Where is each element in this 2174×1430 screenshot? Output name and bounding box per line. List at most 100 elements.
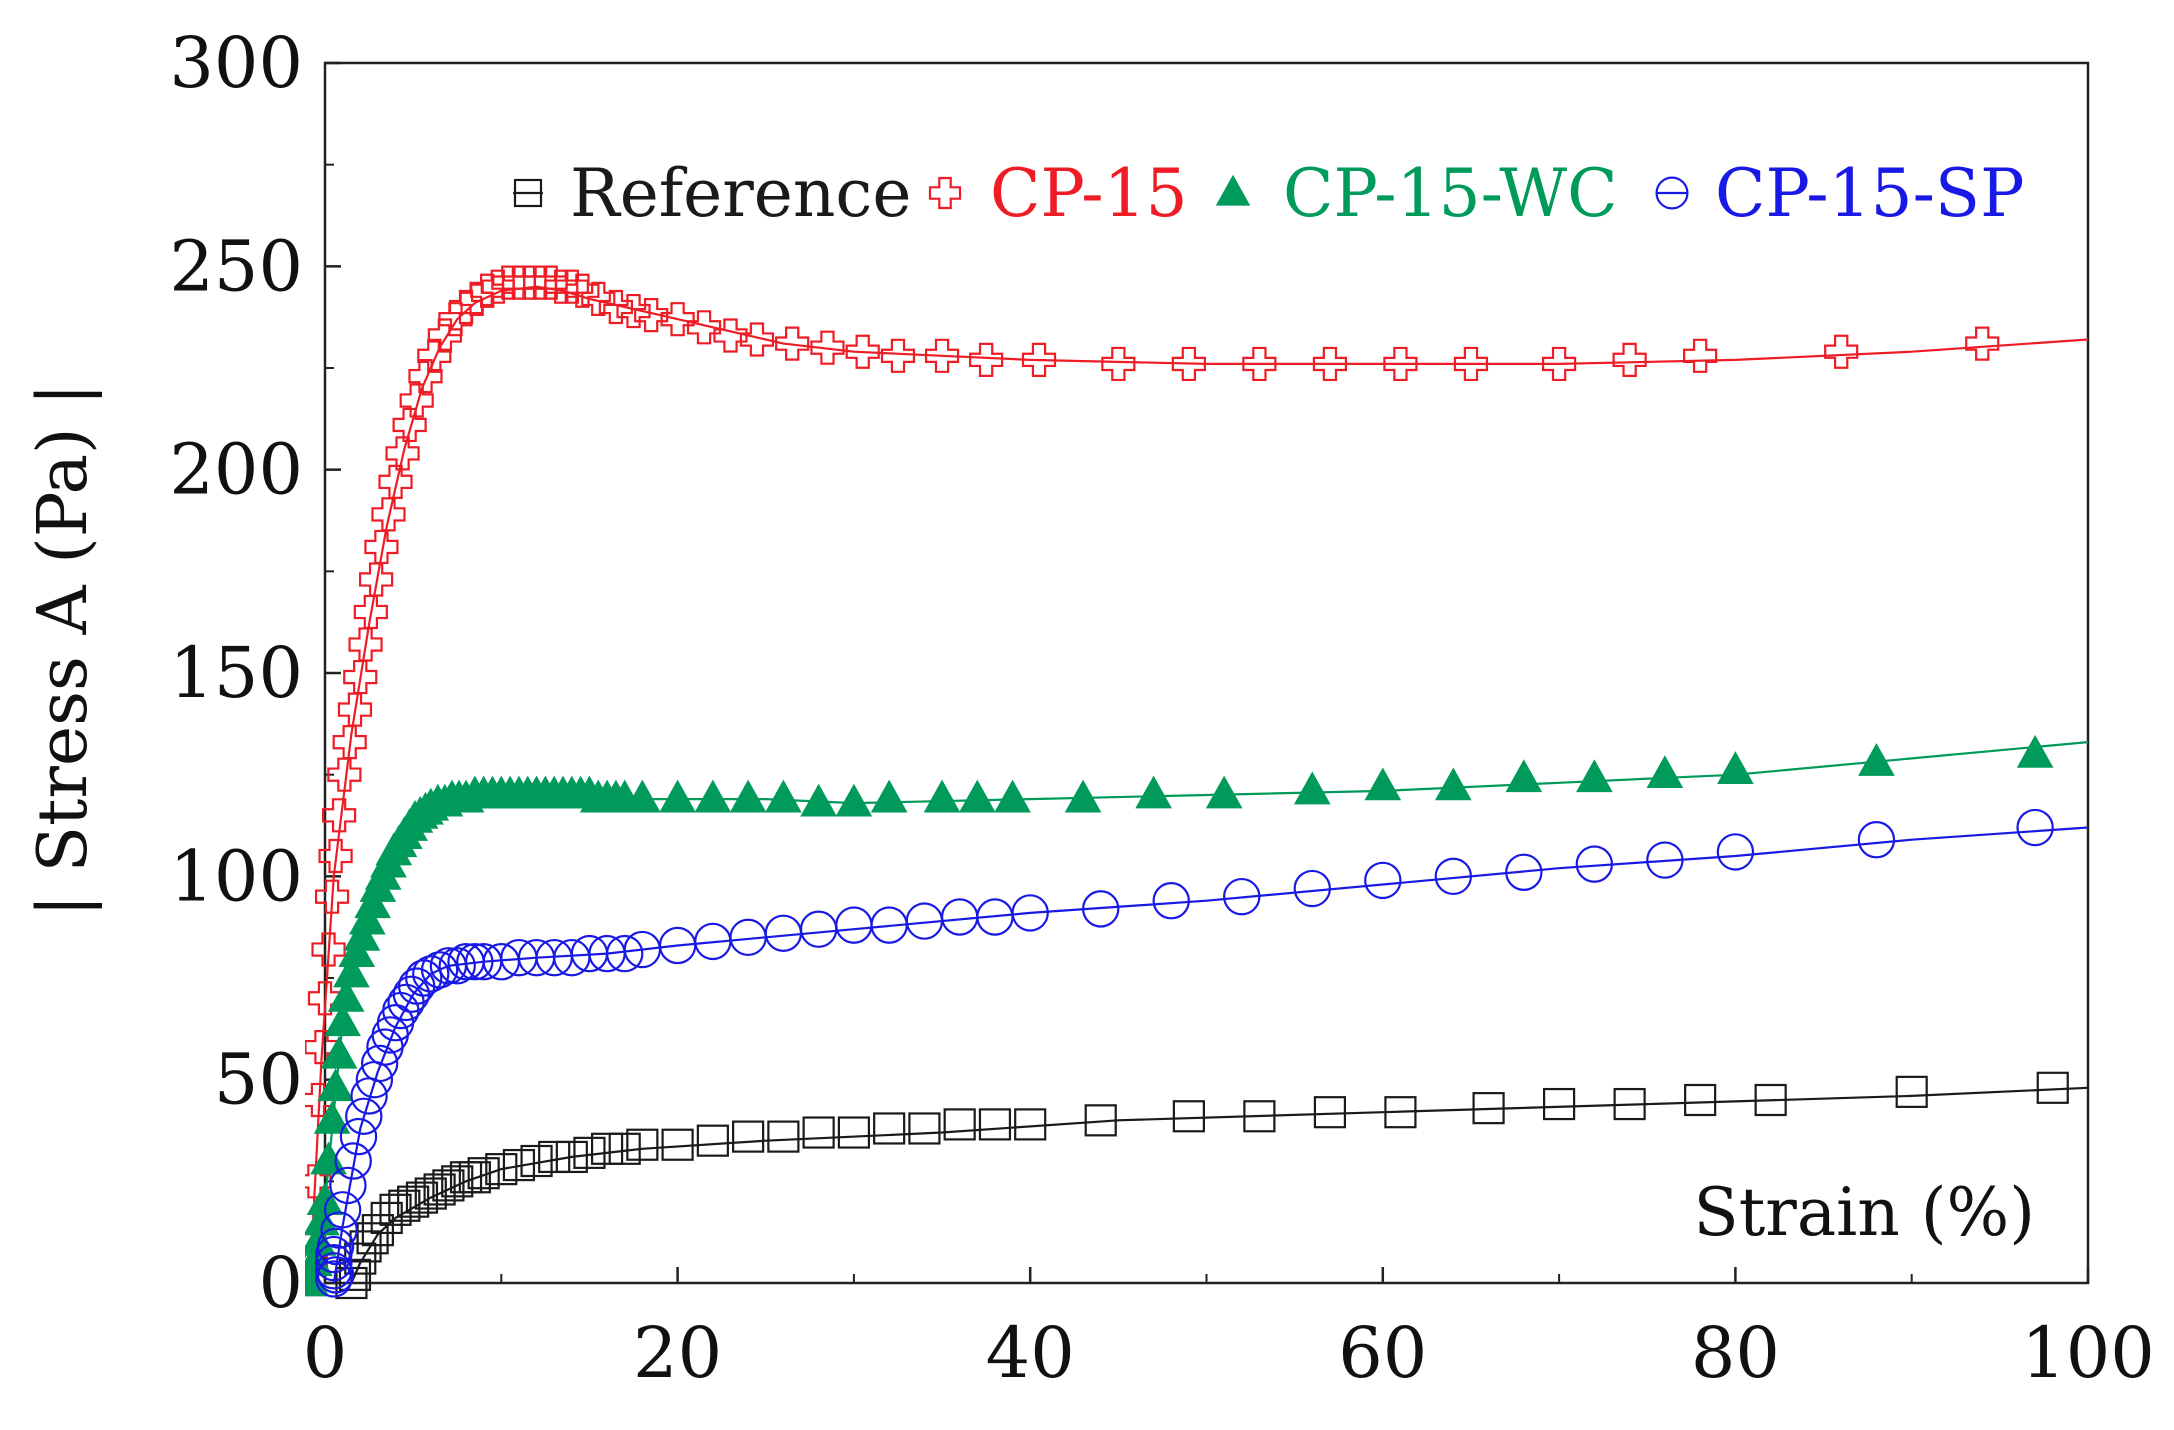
x-tick-label: 80 [1691,1312,1780,1394]
data-point [837,1116,871,1149]
data-point [626,1128,659,1161]
data-point [399,383,434,418]
data-point [378,464,413,499]
data-point [1135,775,1172,809]
legend-label: CP-15 [990,155,1188,232]
data-point [2016,808,2054,847]
data-point [1505,853,1543,891]
data-point [315,1252,353,1290]
data-point [392,407,427,443]
data-point [1152,882,1190,920]
data-point [379,1193,412,1226]
data-point [329,1166,367,1205]
data-point [314,879,350,914]
data-point [512,265,547,300]
y-tick-label: 200 [169,429,303,511]
data-point [660,302,695,337]
data-point [696,1124,729,1157]
data-point [1613,1087,1646,1121]
data-point [1014,1108,1047,1141]
data-point [1101,346,1136,382]
data-point [322,798,357,833]
axis-labels: Strain (%) | Stress A (Pa) | [24,383,2035,1251]
data-point [1021,342,1057,377]
data-point [1384,1096,1417,1129]
data-point [1434,857,1473,896]
data-point [337,692,373,727]
data-point [417,338,452,373]
data-point [324,1003,361,1037]
data-point [870,779,908,813]
data-point [1646,755,1684,789]
data-point [1646,841,1684,879]
data-point [1576,759,1613,793]
series-reference [335,1071,2088,1300]
data-point [448,289,484,325]
axes: 0 50 100 150 200 250 300 0 20 40 60 80 100 [169,22,2154,1394]
series-cp-15-sp [315,808,2088,1298]
data-point [555,1140,588,1174]
data-point [686,310,722,345]
data-point [520,1144,553,1178]
legend-label: CP-15-WC [1283,155,1618,232]
data-point [958,779,996,813]
data-point [1575,845,1614,883]
data-point [634,298,669,333]
data-point [880,338,916,373]
data-point [835,906,873,944]
data-point [969,342,1004,377]
data-point [978,1108,1012,1141]
data-point [1205,775,1243,809]
data-point [1293,869,1331,908]
data-point [554,269,589,304]
series-cp-15-wc [305,734,2088,1297]
data-point [320,1035,358,1069]
data-point [713,318,748,353]
data-point [414,1177,447,1210]
data-point [1541,346,1577,382]
legend: Reference CP-15 CP-15-WC CP-15-SP [513,155,2025,232]
data-point [1895,1075,1928,1108]
data-point [397,1185,430,1218]
data-point [835,783,873,817]
data-point [598,289,633,325]
legend-item: CP-15-WC [1215,155,1618,232]
data-point [338,1258,372,1291]
data-point [1064,779,1102,813]
data-point [1364,767,1402,801]
data-point [412,955,450,993]
data-point [616,293,651,329]
data-point [538,1140,571,1174]
data-point [317,1068,354,1102]
legend-item: CP-15-SP [1655,155,2025,232]
data-point [694,779,732,813]
data-point [940,898,979,936]
data-point [800,783,837,817]
data-point [385,436,420,471]
data-point [1084,1104,1117,1137]
data-point [502,1148,536,1182]
data-point [608,1132,641,1165]
data-point [873,1112,906,1145]
data-point [360,1044,399,1083]
data-point [423,1173,456,1206]
y-axis-title: | Stress A (Pa) | [24,383,103,917]
data-point [1612,342,1647,377]
data-point [1434,767,1472,801]
data-point [1542,1087,1576,1121]
data-point [739,322,775,357]
data-point [427,318,462,353]
data-point [1824,334,1859,369]
legend-label: Reference [570,155,911,232]
data-point [343,659,378,695]
series-layer [305,265,2088,1300]
data-point [316,1227,355,1266]
y-tick-label: 100 [169,835,303,917]
y-tick-label: 0 [258,1242,303,1324]
data-point [405,1181,439,1214]
data-point [332,725,367,760]
data-point [624,779,661,813]
y-tick-label: 300 [169,22,303,104]
data-point [338,934,376,967]
